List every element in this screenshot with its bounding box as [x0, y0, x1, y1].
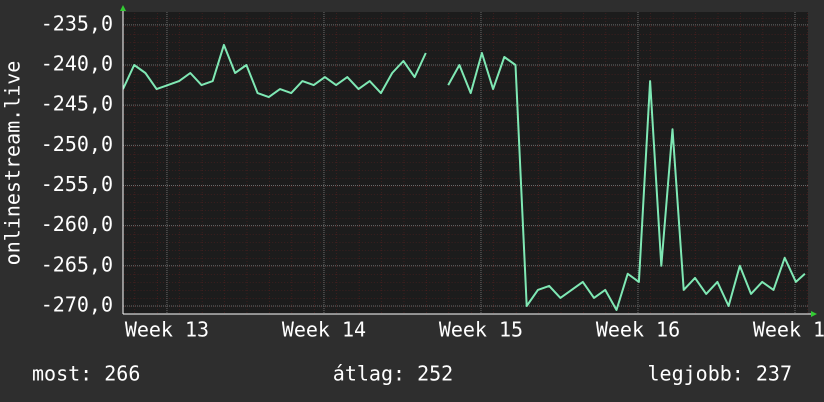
y-tick-label: -250,0 [41, 132, 113, 156]
y-tick-label: -245,0 [41, 92, 113, 116]
y-tick-label: -240,0 [41, 52, 113, 76]
x-arrow [811, 311, 817, 317]
minor-grid [123, 12, 808, 314]
stat-current: most: 266 [32, 362, 140, 386]
x-tick-label: Week 15 [439, 318, 523, 342]
x-tick-label: Week 16 [596, 318, 680, 342]
y-tick-label: -270,0 [41, 292, 113, 316]
x-tick-label: Week 14 [282, 318, 366, 342]
y-tick-label: -255,0 [41, 172, 113, 196]
y-axis-label: onlinestream.live [1, 61, 25, 266]
x-tick-label: Week 13 [125, 318, 209, 342]
line-series [123, 43, 806, 311]
x-tick-label: Week 17 [753, 318, 824, 342]
y-tick-label: -235,0 [41, 11, 113, 35]
y-arrow [120, 5, 126, 11]
stat-average: átlag: 252 [333, 362, 453, 386]
y-tick-label: -265,0 [41, 252, 113, 276]
y-tick-label: -260,0 [41, 212, 113, 236]
stat-best: legjobb: 237 [648, 362, 793, 386]
